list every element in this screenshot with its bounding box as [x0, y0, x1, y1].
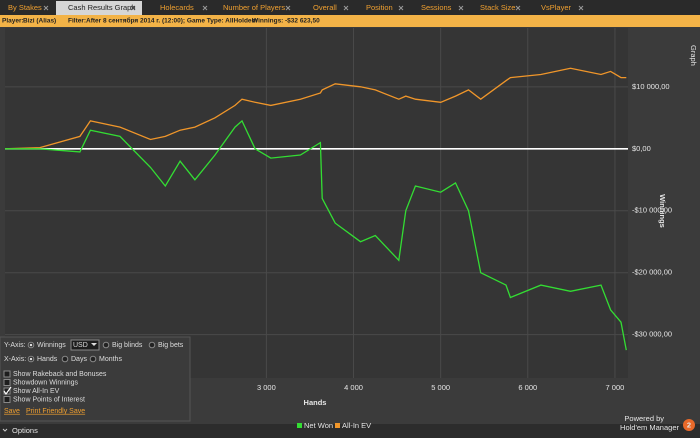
link[interactable]: Print Friendly Save — [26, 408, 85, 415]
legend-label: All-In EV — [342, 421, 371, 430]
checkbox[interactable] — [3, 387, 11, 395]
tab-close-icon[interactable] — [458, 5, 464, 11]
tab-bar — [0, 0, 700, 15]
options-button[interactable]: Options — [12, 426, 38, 435]
tab-label[interactable]: Cash Results Graph — [68, 3, 136, 12]
radio-button[interactable] — [148, 341, 156, 349]
radio-label: Hands — [37, 356, 58, 363]
checkbox[interactable] — [3, 370, 11, 378]
y-axis-label: Winnings — [658, 194, 667, 228]
y-axis-option-label: Y-Axis: — [4, 342, 26, 349]
radio-label: Winnings — [37, 342, 66, 349]
radio-label: Months — [99, 356, 122, 363]
tab-close-icon[interactable] — [285, 5, 291, 11]
filter-text: Winnings: — [252, 18, 283, 25]
filter-text: Player: — [2, 18, 24, 25]
checkbox-label: Show Rakeback and Bonuses — [13, 371, 107, 378]
y-tick-label: -$10 000,00 — [632, 206, 672, 215]
plot-area — [5, 28, 628, 378]
radio-dot — [29, 357, 33, 361]
tab-label[interactable]: Position — [366, 3, 393, 12]
tab-label[interactable]: By Stakes — [8, 3, 42, 12]
filter-text: Filter: — [68, 18, 86, 25]
currency-value: USD — [73, 342, 88, 349]
filter-bar — [0, 15, 700, 27]
checkbox-label: Show Points of Interest — [13, 396, 85, 403]
tab-close-icon[interactable] — [578, 5, 584, 11]
link[interactable]: Save — [4, 408, 20, 415]
checkbox-label: Show All-In EV — [13, 388, 60, 395]
x-tick-label: 4 000 — [344, 383, 363, 392]
x-axis-option-label: X-Axis: — [4, 356, 26, 363]
options-arrow — [2, 428, 8, 432]
y-tick-label: $10 000,00 — [632, 82, 670, 91]
legend-label: Net Won — [304, 421, 333, 430]
legend-swatch — [297, 423, 302, 428]
checkmark — [3, 386, 12, 396]
tab-close-icon[interactable] — [398, 5, 404, 11]
radio-button[interactable] — [61, 355, 69, 363]
checkbox[interactable] — [3, 379, 11, 386]
dropdown-arrow — [91, 343, 97, 346]
checkbox-label: Showdown Winnings — [13, 379, 78, 386]
x-tick-label: 5 000 — [431, 383, 450, 392]
tab-close-icon[interactable] — [202, 5, 208, 11]
y-tick-label: -$20 000,00 — [632, 268, 672, 277]
tab-close-icon[interactable] — [130, 5, 136, 11]
filter-text: -$32 623,50 — [285, 18, 320, 25]
radio-label: Big bets — [158, 342, 184, 349]
tab-label[interactable]: VsPlayer — [541, 3, 572, 12]
series-line — [5, 119, 627, 351]
x-tick-label: 6 000 — [518, 383, 537, 392]
y-tick-label: $0,00 — [632, 144, 651, 153]
x-tick-label: 3 000 — [257, 383, 276, 392]
bottom-bar — [0, 424, 700, 438]
brand-badge — [683, 419, 695, 431]
radio-dot — [29, 343, 33, 347]
tab-label[interactable]: Number of Players — [223, 3, 285, 12]
currency-dropdown[interactable] — [70, 339, 100, 351]
radio-button[interactable] — [89, 355, 97, 363]
checkbox[interactable] — [3, 396, 11, 403]
filter-text: After 8 сентября 2014 г. (12:00); Game T… — [86, 17, 258, 25]
brand-badge-text: 2 — [687, 420, 691, 429]
powered-by: Powered by — [624, 414, 664, 423]
x-axis-label: Hands — [304, 398, 327, 407]
tab-label[interactable]: Holecards — [160, 3, 194, 12]
tab-label[interactable]: Sessions — [421, 3, 452, 12]
tab-label[interactable]: Overall — [313, 3, 337, 12]
filter-text: Bizi (Alias) — [23, 18, 56, 25]
series-line — [4, 67, 627, 150]
tab-label[interactable]: Stack Size — [480, 3, 515, 12]
side-tab: Graph — [689, 45, 698, 66]
options-panel — [0, 336, 191, 422]
tab-close-icon[interactable] — [43, 5, 49, 11]
tab-close-icon[interactable] — [515, 5, 521, 11]
radio-label: Big blinds — [112, 342, 143, 349]
radio-button[interactable] — [102, 341, 110, 349]
brand: Hold'em Manager — [620, 423, 679, 432]
radio-label: Days — [71, 356, 87, 363]
legend-swatch — [335, 423, 340, 428]
y-tick-label: -$30 000,00 — [632, 330, 672, 339]
x-tick-label: 7 000 — [606, 383, 625, 392]
tab-close-icon[interactable] — [343, 5, 349, 11]
active-tab[interactable] — [56, 1, 142, 15]
